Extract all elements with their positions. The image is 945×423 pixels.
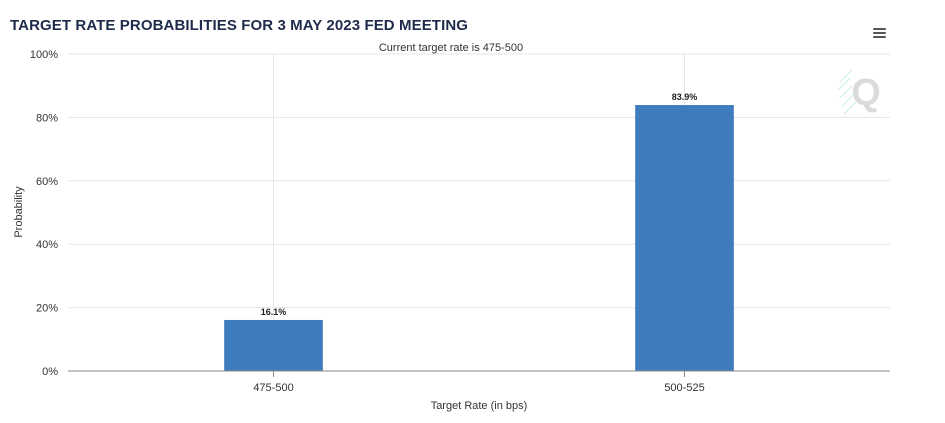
x-tick-label: 475-500 — [253, 382, 293, 394]
y-tick-label: 80% — [36, 112, 58, 124]
y-axis-ticks: 0% 20% 40% 60% 80% 100% — [30, 49, 58, 378]
bar — [635, 105, 734, 372]
y-axis-title: Probability — [13, 186, 25, 238]
x-gridlines — [273, 54, 685, 371]
y-tick-label: 0% — [42, 366, 58, 378]
data-label: 83.9% — [672, 92, 698, 102]
data-label: 16.1% — [261, 307, 287, 317]
svg-text:Q: Q — [851, 72, 881, 114]
y-gridlines — [68, 53, 890, 309]
y-tick-label: 60% — [36, 176, 58, 188]
y-tick-label: 100% — [30, 49, 58, 61]
x-axis-ticks: 475-500 500-525 — [253, 371, 705, 394]
hamburger-menu-icon[interactable] — [868, 24, 890, 44]
y-tick-label: 20% — [36, 303, 58, 315]
bar — [224, 319, 323, 371]
y-tick-label: 40% — [36, 239, 58, 251]
chart-title: TARGET RATE PROBABILITIES FOR 3 MAY 2023… — [10, 17, 469, 34]
q-logo-watermark-icon: Q — [837, 69, 881, 115]
bars — [224, 105, 734, 372]
chart-subtitle: Current target rate is 475-500 — [379, 42, 523, 54]
x-axis-title: Target Rate (in bps) — [431, 400, 528, 412]
x-tick-label: 500-525 — [664, 382, 704, 394]
data-labels: 16.1% 83.9% — [261, 92, 698, 317]
